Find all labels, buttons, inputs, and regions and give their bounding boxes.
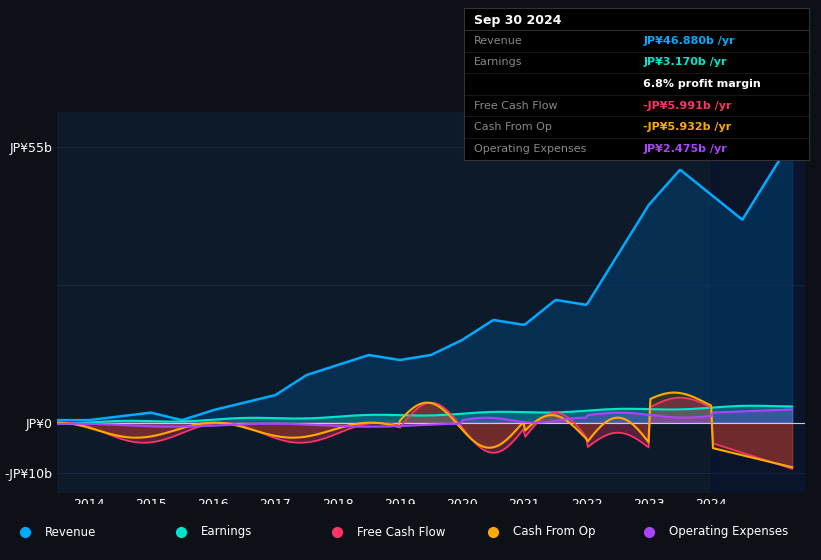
Bar — [711, 112, 805, 493]
Text: Revenue: Revenue — [475, 36, 523, 46]
Text: Earnings: Earnings — [201, 525, 253, 539]
Text: -JP¥5.932b /yr: -JP¥5.932b /yr — [643, 122, 732, 132]
Text: 6.8% profit margin: 6.8% profit margin — [643, 79, 761, 89]
Text: JP¥3.170b /yr: JP¥3.170b /yr — [643, 58, 727, 67]
Text: Revenue: Revenue — [45, 525, 97, 539]
Text: JP¥46.880b /yr: JP¥46.880b /yr — [643, 36, 735, 46]
Text: Cash From Op: Cash From Op — [513, 525, 595, 539]
Text: Cash From Op: Cash From Op — [475, 122, 552, 132]
Text: Free Cash Flow: Free Cash Flow — [357, 525, 446, 539]
Text: Earnings: Earnings — [475, 58, 523, 67]
Text: Free Cash Flow: Free Cash Flow — [475, 101, 557, 111]
Text: Sep 30 2024: Sep 30 2024 — [475, 14, 562, 27]
Text: JP¥2.475b /yr: JP¥2.475b /yr — [643, 144, 727, 154]
Text: Operating Expenses: Operating Expenses — [669, 525, 788, 539]
Text: Operating Expenses: Operating Expenses — [475, 144, 586, 154]
Text: -JP¥5.991b /yr: -JP¥5.991b /yr — [643, 101, 732, 111]
